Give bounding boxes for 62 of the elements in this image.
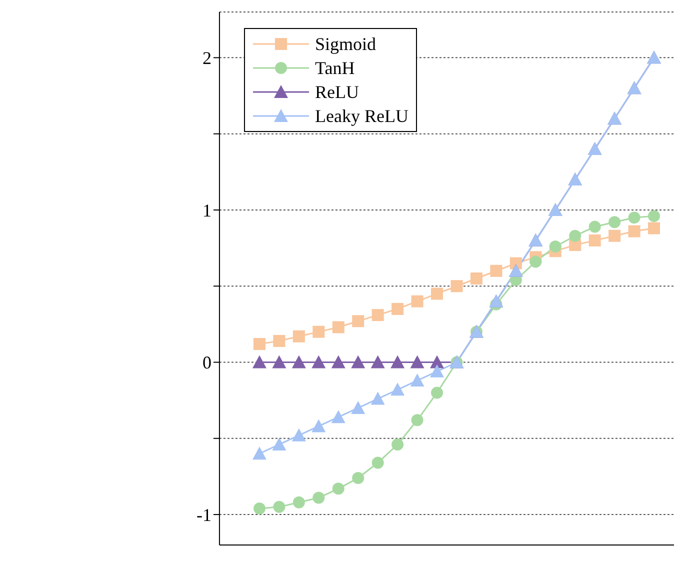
legend-label: Sigmoid (315, 33, 376, 56)
point (608, 216, 621, 228)
point (588, 220, 601, 233)
point (411, 295, 424, 308)
point (569, 230, 582, 242)
point (390, 355, 405, 368)
point (430, 364, 444, 378)
point (252, 355, 266, 368)
point (648, 222, 660, 234)
point (370, 355, 385, 368)
point (253, 502, 266, 514)
point (312, 326, 325, 338)
point (312, 492, 325, 504)
point (410, 374, 424, 387)
point (292, 355, 306, 368)
point (273, 500, 286, 513)
legend-label: ReLU (315, 81, 359, 104)
point (292, 496, 305, 508)
point (392, 438, 404, 450)
point (331, 410, 346, 424)
point (549, 240, 562, 253)
legend-label: Leaky ReLU (315, 105, 408, 128)
point (351, 355, 366, 368)
point (272, 355, 286, 368)
point (370, 392, 385, 405)
point (588, 234, 601, 246)
point (490, 264, 502, 277)
point (648, 210, 660, 222)
point (312, 419, 326, 432)
point (273, 334, 286, 347)
point (390, 382, 405, 396)
point (608, 230, 621, 242)
point (372, 309, 384, 322)
point (430, 355, 444, 368)
point (351, 400, 366, 414)
point (392, 302, 404, 315)
point (450, 280, 463, 292)
y-tick-label: 0 (202, 352, 212, 373)
point (628, 225, 640, 238)
point (332, 482, 344, 495)
point (252, 446, 266, 460)
point (312, 355, 326, 368)
legend-label: TanH (315, 57, 355, 80)
point (470, 272, 482, 284)
y-tick-label: -1 (196, 504, 212, 525)
point (411, 414, 424, 426)
point (530, 256, 542, 268)
y-tick-label: 2 (202, 48, 212, 68)
point (431, 386, 444, 399)
point (431, 288, 444, 300)
point (332, 321, 344, 334)
point (292, 330, 305, 342)
point (372, 456, 384, 469)
point (628, 212, 640, 224)
point (352, 472, 364, 484)
point (352, 315, 364, 328)
point (410, 355, 424, 368)
point (331, 355, 346, 368)
y-tick-label: 1 (202, 200, 212, 220)
point (253, 338, 266, 350)
point (292, 428, 306, 442)
point (272, 437, 286, 450)
